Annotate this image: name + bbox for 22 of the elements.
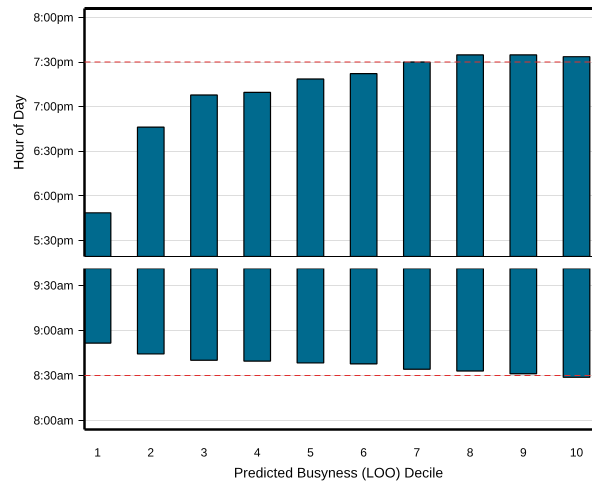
x-axis-title: Predicted Busyness (LOO) Decile (234, 464, 444, 480)
y-tick-label: 8:30am (33, 368, 74, 383)
x-tick-label: 4 (254, 446, 261, 460)
y-tick-label: 5:30pm (33, 233, 74, 248)
x-tick-label: 9 (520, 446, 527, 460)
y-tick-label: 7:30pm (33, 55, 74, 70)
y-tick-label: 8:00pm (33, 10, 74, 24)
x-tick-label: 1 (94, 446, 102, 460)
y-tick-label: 7:00pm (33, 100, 74, 114)
y-tick-label: 6:00pm (33, 188, 74, 203)
x-tick-label: 6 (360, 446, 368, 460)
x-tick-label: 3 (200, 446, 208, 460)
x-tick-label: 10 (570, 446, 584, 460)
x-tick-label: 5 (307, 446, 314, 460)
y-axis-title: Hour of Day (10, 95, 26, 170)
x-tick-label: 2 (147, 446, 154, 460)
y-tick-label: 9:30am (33, 278, 74, 293)
x-tick-label: 8 (466, 446, 474, 460)
y-tick-label: 9:00am (33, 324, 74, 338)
y-tick-label: 6:30pm (33, 144, 74, 158)
x-tick-label: 7 (414, 446, 421, 460)
y-tick-label: 8:00am (33, 414, 74, 428)
